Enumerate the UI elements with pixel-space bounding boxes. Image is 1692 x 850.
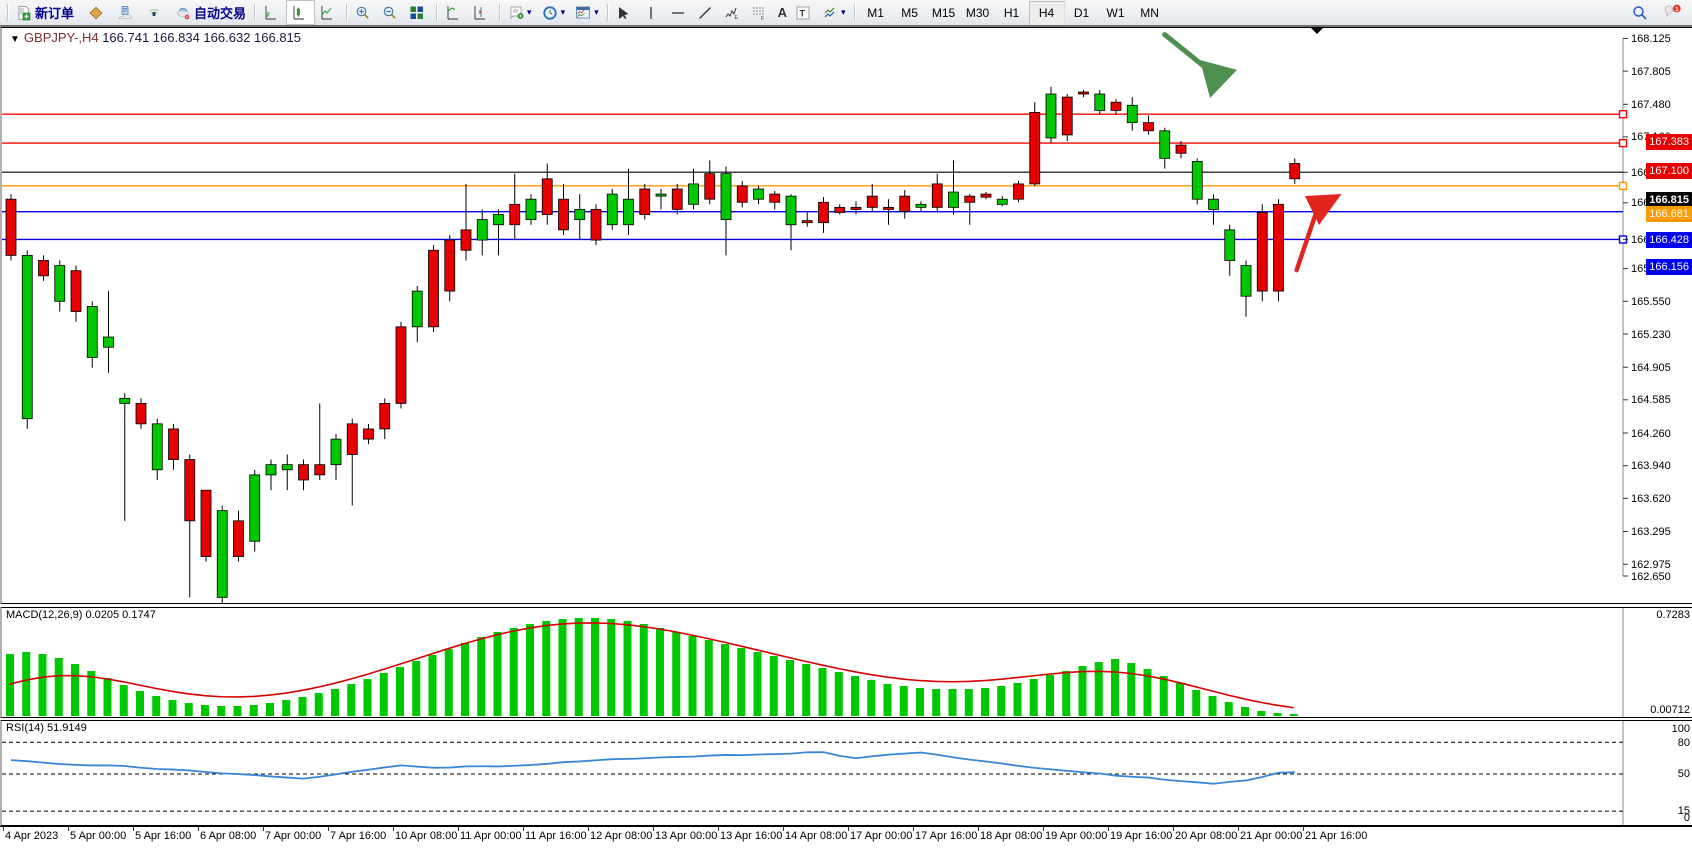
svg-text:F: F — [761, 16, 764, 21]
svg-text:163.940: 163.940 — [1631, 460, 1671, 472]
svg-text:164.905: 164.905 — [1631, 362, 1671, 374]
svg-text:167.805: 167.805 — [1631, 66, 1671, 78]
svg-text:165.550: 165.550 — [1631, 296, 1671, 308]
svg-text:168.125: 168.125 — [1631, 33, 1671, 45]
svg-text:167.480: 167.480 — [1631, 99, 1671, 111]
svg-text:163.620: 163.620 — [1631, 493, 1671, 505]
svg-text:1: 1 — [1675, 5, 1679, 12]
svg-text:163.295: 163.295 — [1631, 526, 1671, 538]
svg-text:164.585: 164.585 — [1631, 394, 1671, 406]
svg-text:162.650: 162.650 — [1631, 571, 1671, 583]
svg-text:162.975: 162.975 — [1631, 559, 1671, 571]
svg-text:164.260: 164.260 — [1631, 428, 1671, 440]
svg-text:E: E — [734, 15, 738, 21]
svg-text:165.230: 165.230 — [1631, 329, 1671, 341]
svg-text:T: T — [800, 8, 806, 18]
